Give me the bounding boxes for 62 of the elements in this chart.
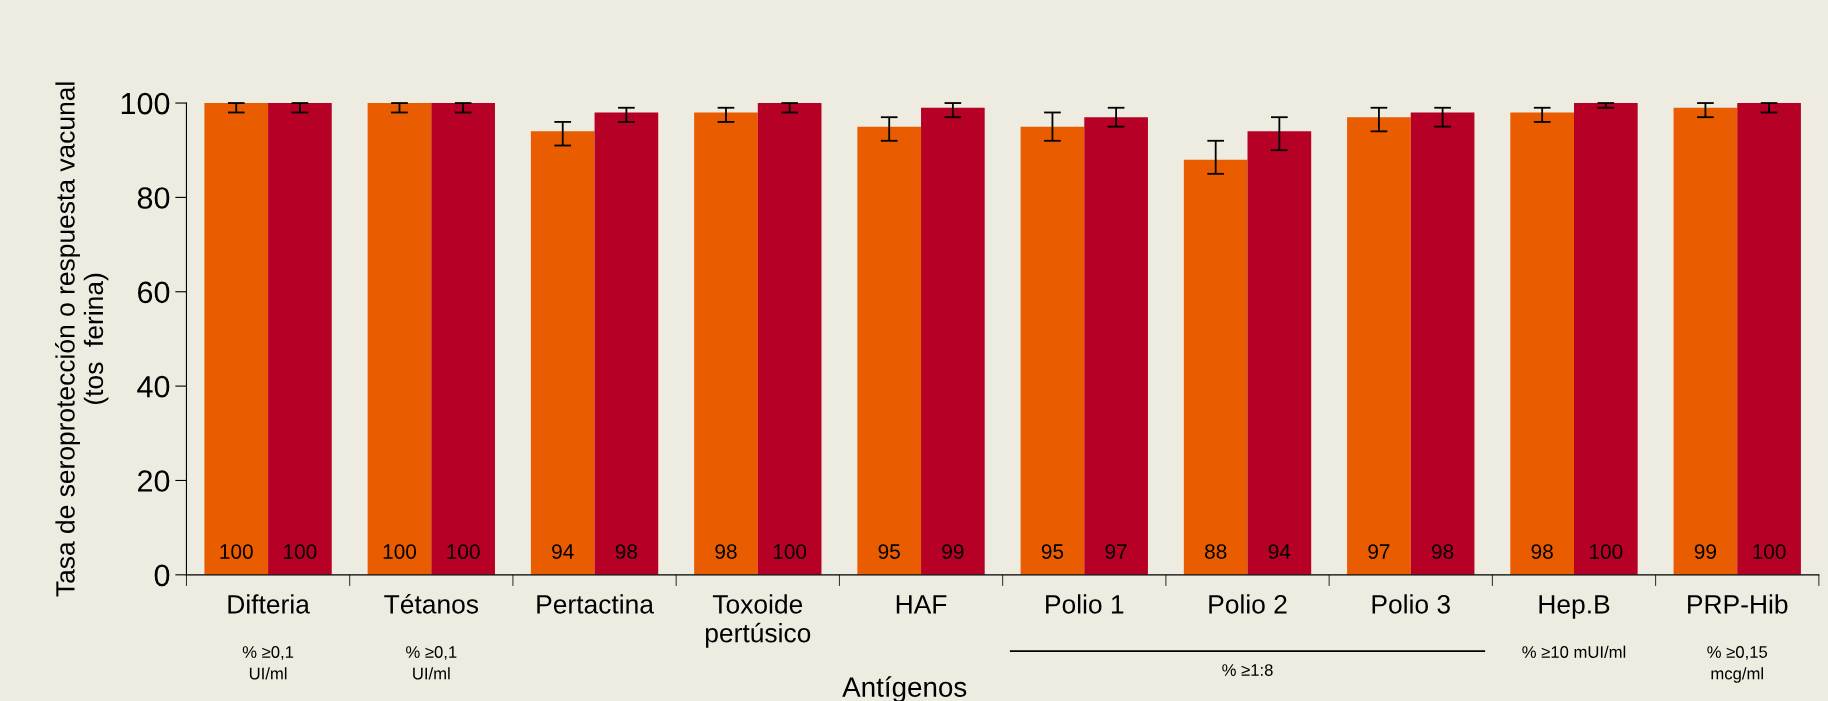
text: % ≥10 mUI/ml [1522, 645, 1626, 658]
data-label: 94 [552, 544, 574, 559]
x-tick-label: Polio 3 [1372, 594, 1450, 614]
y-tick-label: 80 [137, 187, 170, 209]
bar [1737, 103, 1801, 575]
bar [1020, 126, 1085, 575]
bar [268, 103, 332, 575]
bar [694, 112, 758, 575]
bar [757, 103, 822, 575]
data-label: 99 [1694, 544, 1717, 559]
data-label: 100 [1590, 544, 1623, 559]
bar [1247, 131, 1312, 575]
y-axis-title: Tasa de seroprotección o respuesta vacunal (tos ferina) [55, 82, 109, 597]
x-tick-label: Hep.B [1539, 595, 1610, 619]
data-label: 98 [1531, 544, 1553, 559]
x-tick-label: PRP-Hib [1688, 594, 1788, 614]
x-tick-label: Difteria [228, 594, 310, 614]
bar [204, 103, 269, 575]
text: % ≥0,1 UI/ml [242, 646, 294, 680]
data-label: 100 [220, 544, 253, 559]
text: % ≥1:8 [1222, 664, 1273, 676]
bar [530, 131, 595, 575]
y-tick-label: 100 [121, 92, 170, 115]
data-label: 99 [942, 544, 964, 559]
x-tick-label: Pertactina [537, 594, 654, 614]
bar [1183, 159, 1248, 575]
data-label: 98 [1431, 544, 1454, 559]
data-label: 98 [715, 544, 737, 559]
x-tick-label: Polio 1 [1046, 594, 1124, 614]
bar [921, 107, 985, 575]
bar [367, 103, 432, 575]
y-tick-label: 40 [137, 375, 170, 398]
x-tick-label: Polio 2 [1209, 594, 1287, 614]
bar [1510, 112, 1574, 575]
data-label: 100 [447, 544, 480, 559]
bar [1084, 117, 1148, 575]
x-tick-label: Tétanos [384, 593, 479, 614]
bar [1673, 107, 1738, 575]
bar [431, 103, 495, 575]
bar [594, 112, 659, 575]
text: % ≥0,1 UI/ml [406, 646, 457, 680]
data-label: 98 [615, 544, 638, 559]
bar [1574, 103, 1638, 575]
x-tick-label: Toxoide pertúsico [705, 594, 811, 648]
y-tick-label: 0 [154, 564, 170, 587]
data-label: 100 [284, 544, 317, 559]
data-label: 94 [1268, 544, 1291, 559]
data-label: 100 [773, 544, 807, 559]
data-label: 97 [1105, 544, 1127, 559]
data-label: 95 [1041, 544, 1064, 559]
data-label: 97 [1368, 544, 1390, 559]
data-label: 88 [1205, 544, 1227, 559]
y-tick-label: 60 [138, 281, 170, 304]
bar [1347, 117, 1411, 575]
x-tick-label: HAF [896, 595, 947, 614]
bar [857, 126, 922, 575]
data-label: 95 [878, 544, 900, 559]
data-label: 100 [383, 544, 417, 559]
y-tick-label: 20 [138, 470, 170, 492]
data-label: 100 [1753, 544, 1786, 559]
text: % ≥0,15 mcg/ml [1707, 646, 1768, 683]
bar [1410, 112, 1475, 575]
